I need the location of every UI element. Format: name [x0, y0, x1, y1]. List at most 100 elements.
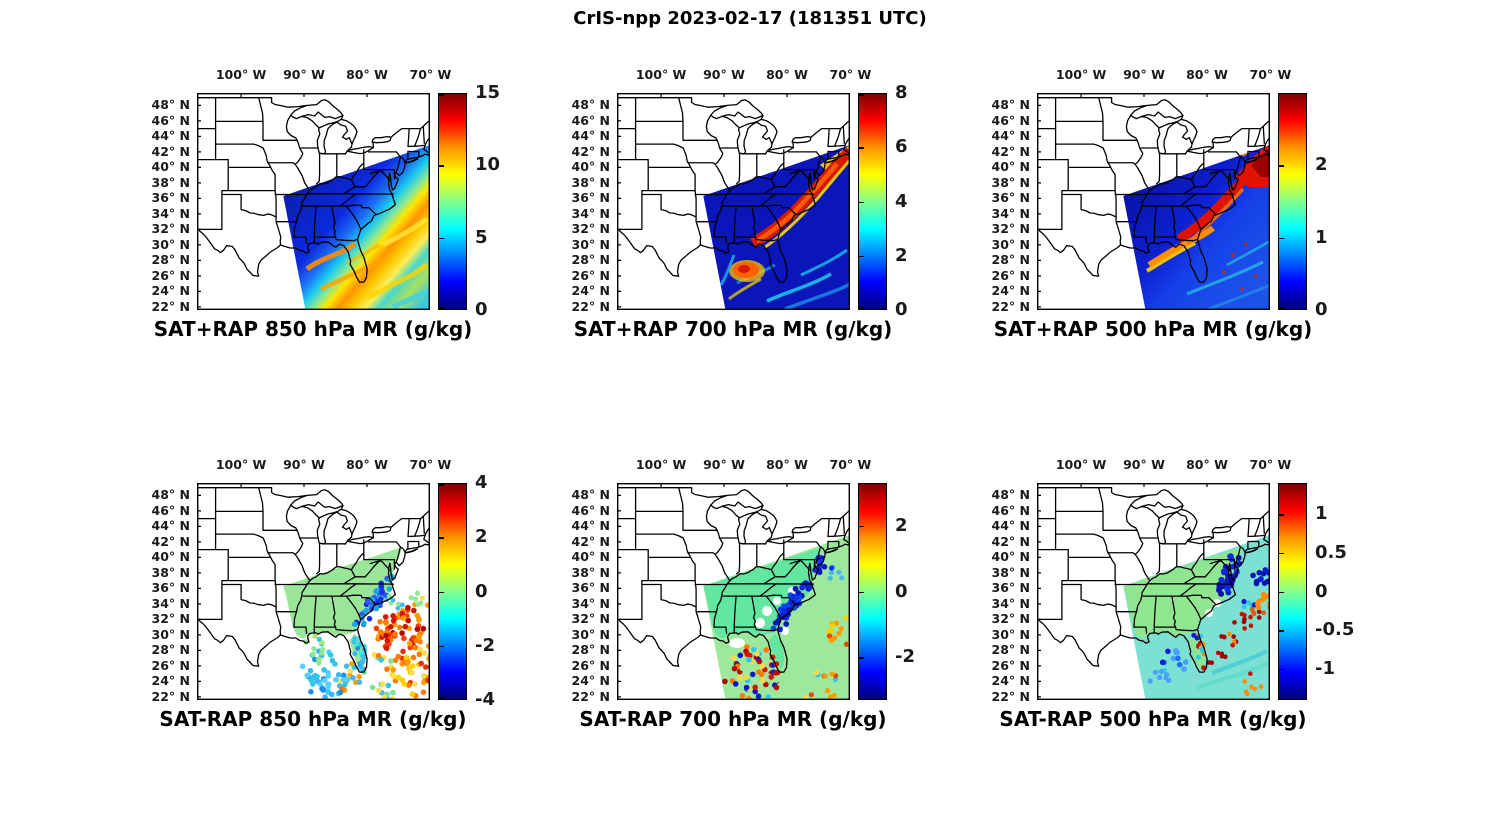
lat-tick-label: 24° N — [151, 283, 190, 299]
lat-tick-label: 26° N — [571, 267, 610, 283]
lat-tick-label: 46° N — [151, 502, 190, 518]
map-canvas — [617, 483, 850, 700]
panel-title: SAT+RAP 850 hPa MR (g/kg) — [153, 317, 473, 341]
colorbar-tick-label: 6 — [895, 136, 908, 158]
panel-title: SAT+RAP 500 hPa MR (g/kg) — [993, 317, 1313, 341]
colorbar-tick-mark — [1279, 552, 1284, 555]
colorbar: 1 0.5 0 -0.5 -1 — [1278, 483, 1354, 700]
colorbar-tick-mark — [859, 307, 864, 309]
colorbar-tick-mark — [439, 645, 444, 648]
colorbar-tick-label: 0 — [475, 580, 488, 602]
lon-tick-label: 100° W — [1055, 67, 1107, 82]
lat-tick-label: 32° N — [151, 611, 190, 627]
lat-tick-label: 36° N — [571, 190, 610, 206]
lat-tick-label: 28° N — [571, 252, 610, 268]
lat-tick-label: 40° N — [991, 159, 1030, 175]
colorbar: 8 6 4 2 0 — [858, 83, 908, 320]
colorbar-tick-label: -1 — [1315, 657, 1335, 679]
us-map — [617, 93, 850, 310]
colorbar-tick-label: 2 — [475, 526, 488, 548]
lat-tick-label: 42° N — [151, 533, 190, 549]
colorbar-tick-label: 5 — [475, 226, 488, 248]
lat-tick-label: 34° N — [991, 595, 1030, 611]
colorbar: 15 10 5 0 — [438, 83, 500, 320]
lat-tick-label: 22° N — [151, 298, 190, 314]
lon-tick-label: 100° W — [1055, 457, 1107, 472]
colorbar-gradient — [438, 93, 467, 310]
us-map — [617, 483, 850, 700]
lat-tick-label: 22° N — [151, 688, 190, 704]
latitude-axis: 48° N 46° N 44° N 42° N 40° N 38° N 36° N 34° N… — [135, 483, 192, 704]
colorbar-tick-mark — [1279, 237, 1284, 240]
lat-tick-label: 34° N — [991, 205, 1030, 221]
lat-tick-label: 40° N — [151, 159, 190, 175]
data-swath-overlay — [1123, 145, 1270, 310]
colorbar-tick-label: -0.5 — [1315, 619, 1355, 641]
colorbar: 2 0 -2 — [858, 483, 915, 700]
lon-tick-label: 80° W — [1186, 67, 1228, 82]
lat-tick-label: 40° N — [571, 159, 610, 175]
map-canvas — [617, 93, 850, 310]
lon-tick-label: 90° W — [1123, 67, 1165, 82]
lat-tick-label: 36° N — [571, 580, 610, 596]
colorbar-tick-mark — [1279, 165, 1284, 167]
lat-tick-label: 30° N — [991, 626, 1030, 642]
colorbar-tick-mark — [1279, 630, 1284, 632]
data-swath-overlay — [283, 547, 430, 700]
lat-tick-label: 46° N — [571, 502, 610, 518]
lat-tick-label: 32° N — [571, 221, 610, 237]
lon-tick-label: 100° W — [215, 457, 267, 472]
longitude-axis: 100° W 90° W 80° W 70° W — [617, 457, 871, 475]
lon-tick-label: 70° W — [1249, 457, 1292, 472]
colorbar-tick-label: 15 — [475, 82, 501, 103]
lat-tick-label: 38° N — [991, 564, 1030, 580]
lon-tick-label: 90° W — [703, 457, 745, 472]
colorbar-tick-mark — [439, 537, 444, 539]
us-map — [197, 93, 430, 310]
lat-tick-label: 28° N — [571, 642, 610, 658]
lat-tick-label: 38° N — [151, 564, 190, 580]
lat-tick-label: 42° N — [991, 533, 1030, 549]
map-frame — [1037, 483, 1270, 700]
colorbar-tick-mark — [1279, 514, 1284, 516]
lat-tick-label: 34° N — [571, 595, 610, 611]
lat-tick-label: 42° N — [991, 143, 1030, 159]
colorbar-tick-mark — [859, 591, 864, 593]
lat-tick-label: 28° N — [151, 642, 190, 658]
lat-tick-label: 48° N — [571, 97, 610, 113]
lat-tick-label: 48° N — [151, 487, 190, 503]
lon-tick-label: 80° W — [346, 457, 388, 472]
lat-tick-label: 44° N — [571, 128, 610, 144]
data-swath-overlay — [703, 145, 850, 310]
lat-tick-label: 46° N — [571, 112, 610, 128]
panel-title: SAT-RAP 500 hPa MR (g/kg) — [999, 707, 1307, 731]
data-swath-overlay — [1123, 535, 1270, 700]
longitude-axis: 100° W 90° W 80° W 70° W — [1037, 457, 1291, 475]
longitude-axis: 100° W 90° W 80° W 70° W — [1037, 67, 1291, 85]
lat-tick-label: 40° N — [571, 549, 610, 565]
longitude-axis: 100° W 90° W 80° W 70° W — [197, 457, 451, 475]
colorbar-tick-label: 10 — [475, 154, 501, 176]
lat-tick-label: 26° N — [991, 657, 1030, 673]
data-swath-overlay — [283, 145, 430, 310]
us-map — [197, 483, 430, 700]
map-panel-sat-plus-rap-850: 100° W 90° W 80° W 70° W 48° N 46° N 44° N 42°… — [135, 55, 535, 357]
lon-tick-label: 70° W — [829, 457, 872, 472]
lat-tick-label: 26° N — [991, 267, 1030, 283]
map-canvas — [1037, 93, 1270, 310]
lat-tick-label: 30° N — [151, 236, 190, 252]
colorbar-tick-mark — [859, 147, 864, 149]
lat-tick-label: 30° N — [991, 236, 1030, 252]
colorbar-gradient — [1278, 93, 1307, 310]
panel-title: SAT-RAP 700 hPa MR (g/kg) — [579, 707, 887, 731]
colorbar-tick-label: 0 — [895, 580, 908, 602]
colorbar-tick-label: 2 — [895, 244, 908, 266]
lat-tick-label: 22° N — [991, 298, 1030, 314]
colorbar: 2 1 0 — [1278, 93, 1328, 320]
lat-tick-label: 24° N — [991, 673, 1030, 689]
lon-tick-label: 70° W — [1249, 67, 1292, 82]
lat-tick-label: 40° N — [151, 549, 190, 565]
colorbar-tick-label: -2 — [895, 646, 915, 668]
colorbar-tick-label: 8 — [895, 82, 908, 103]
